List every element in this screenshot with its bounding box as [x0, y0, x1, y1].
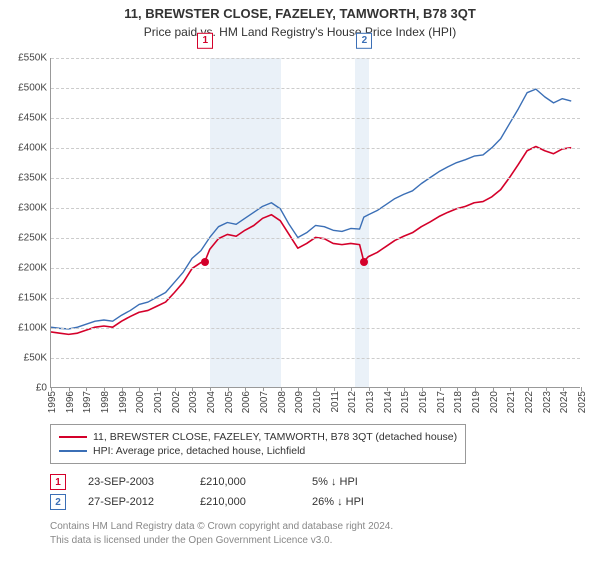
- y-gridline: [51, 118, 580, 119]
- legend-label-hpi: HPI: Average price, detached house, Lich…: [93, 445, 305, 457]
- chart-container: 11, BREWSTER CLOSE, FAZELEY, TAMWORTH, B…: [0, 6, 600, 566]
- titles: 11, BREWSTER CLOSE, FAZELEY, TAMWORTH, B…: [0, 6, 600, 39]
- y-axis-label: £350K: [3, 173, 47, 184]
- legend-box: 11, BREWSTER CLOSE, FAZELEY, TAMWORTH, B…: [50, 424, 466, 464]
- y-axis-label: £100K: [3, 323, 47, 334]
- y-axis-label: £550K: [3, 53, 47, 64]
- y-gridline: [51, 178, 580, 179]
- sale-marker-badge: 2: [50, 494, 66, 510]
- x-axis-label: 2000: [135, 391, 146, 413]
- y-gridline: [51, 328, 580, 329]
- x-axis-label: 2017: [436, 391, 447, 413]
- x-axis-label: 1996: [65, 391, 76, 413]
- x-axis-label: 2015: [400, 391, 411, 413]
- sale-point: [360, 258, 368, 266]
- y-gridline: [51, 58, 580, 59]
- y-gridline: [51, 88, 580, 89]
- y-axis-label: £50K: [3, 353, 47, 364]
- x-axis-label: 2025: [577, 391, 588, 413]
- series-line-hpi: [51, 89, 571, 329]
- plot-area: £0£50K£100K£150K£200K£250K£300K£350K£400…: [50, 58, 580, 388]
- footer-notice: Contains HM Land Registry data © Crown c…: [50, 520, 580, 547]
- sale-row: 2 27-SEP-2012 £210,000 26% ↓ HPI: [50, 494, 580, 510]
- x-axis-label: 2014: [383, 391, 394, 413]
- y-axis-label: £200K: [3, 263, 47, 274]
- x-axis-label: 2004: [206, 391, 217, 413]
- sale-point: [201, 258, 209, 266]
- y-axis-label: £250K: [3, 233, 47, 244]
- chart-title-address: 11, BREWSTER CLOSE, FAZELEY, TAMWORTH, B…: [0, 6, 600, 21]
- legend-label-property: 11, BREWSTER CLOSE, FAZELEY, TAMWORTH, B…: [93, 431, 457, 443]
- sale-price: £210,000: [200, 476, 290, 488]
- sale-date: 23-SEP-2003: [88, 476, 178, 488]
- sale-events: 1 23-SEP-2003 £210,000 5% ↓ HPI 2 27-SEP-2012…: [50, 474, 580, 510]
- x-axis-label: 2024: [559, 391, 570, 413]
- x-axis-label: 2001: [153, 391, 164, 413]
- y-axis-label: £500K: [3, 83, 47, 94]
- series-line-property: [51, 147, 571, 335]
- chart-subtitle: Price paid vs. HM Land Registry's House …: [0, 25, 600, 39]
- legend-swatch-hpi: [59, 450, 87, 452]
- x-axis-label: 2002: [171, 391, 182, 413]
- footer-line-1: Contains HM Land Registry data © Crown c…: [50, 520, 580, 534]
- x-axis-label: 1998: [100, 391, 111, 413]
- sale-price: £210,000: [200, 496, 290, 508]
- legend-and-notes: 11, BREWSTER CLOSE, FAZELEY, TAMWORTH, B…: [50, 424, 580, 547]
- sale-date: 27-SEP-2012: [88, 496, 178, 508]
- footer-line-2: This data is licensed under the Open Gov…: [50, 534, 580, 548]
- y-gridline: [51, 238, 580, 239]
- x-axis-label: 2016: [418, 391, 429, 413]
- x-axis-label: 2005: [224, 391, 235, 413]
- legend-swatch-property: [59, 436, 87, 438]
- x-axis-label: 2011: [330, 391, 341, 413]
- x-axis-label: 2022: [524, 391, 535, 413]
- y-axis-label: £400K: [3, 143, 47, 154]
- x-axis-label: 1995: [47, 391, 58, 413]
- x-axis-label: 2008: [277, 391, 288, 413]
- x-axis-label: 2006: [241, 391, 252, 413]
- chart-lines-svg: [51, 58, 580, 387]
- y-gridline: [51, 298, 580, 299]
- y-axis-label: £300K: [3, 203, 47, 214]
- y-axis-label: £0: [3, 383, 47, 394]
- sale-marker-flag: 2: [356, 33, 372, 49]
- x-axis-label: 2020: [489, 391, 500, 413]
- x-axis-label: 2018: [453, 391, 464, 413]
- x-axis-label: 2007: [259, 391, 270, 413]
- sale-row: 1 23-SEP-2003 £210,000 5% ↓ HPI: [50, 474, 580, 490]
- y-gridline: [51, 148, 580, 149]
- y-axis-label: £450K: [3, 113, 47, 124]
- x-axis-label: 1997: [82, 391, 93, 413]
- x-axis-label: 2019: [471, 391, 482, 413]
- y-gridline: [51, 358, 580, 359]
- y-axis-label: £150K: [3, 293, 47, 304]
- x-axis-label: 2010: [312, 391, 323, 413]
- x-axis-label: 2013: [365, 391, 376, 413]
- sale-delta-vs-hpi: 26% ↓ HPI: [312, 496, 402, 508]
- x-axis-label: 2003: [188, 391, 199, 413]
- x-axis-label: 2021: [506, 391, 517, 413]
- legend-item-property: 11, BREWSTER CLOSE, FAZELEY, TAMWORTH, B…: [59, 431, 457, 443]
- sale-marker-flag: 1: [197, 33, 213, 49]
- y-gridline: [51, 268, 580, 269]
- x-axis-label: 2023: [542, 391, 553, 413]
- sale-delta-vs-hpi: 5% ↓ HPI: [312, 476, 402, 488]
- y-gridline: [51, 208, 580, 209]
- x-axis-label: 2012: [347, 391, 358, 413]
- sale-marker-badge: 1: [50, 474, 66, 490]
- x-axis-label: 1999: [118, 391, 129, 413]
- legend-item-hpi: HPI: Average price, detached house, Lich…: [59, 445, 457, 457]
- x-axis-label: 2009: [294, 391, 305, 413]
